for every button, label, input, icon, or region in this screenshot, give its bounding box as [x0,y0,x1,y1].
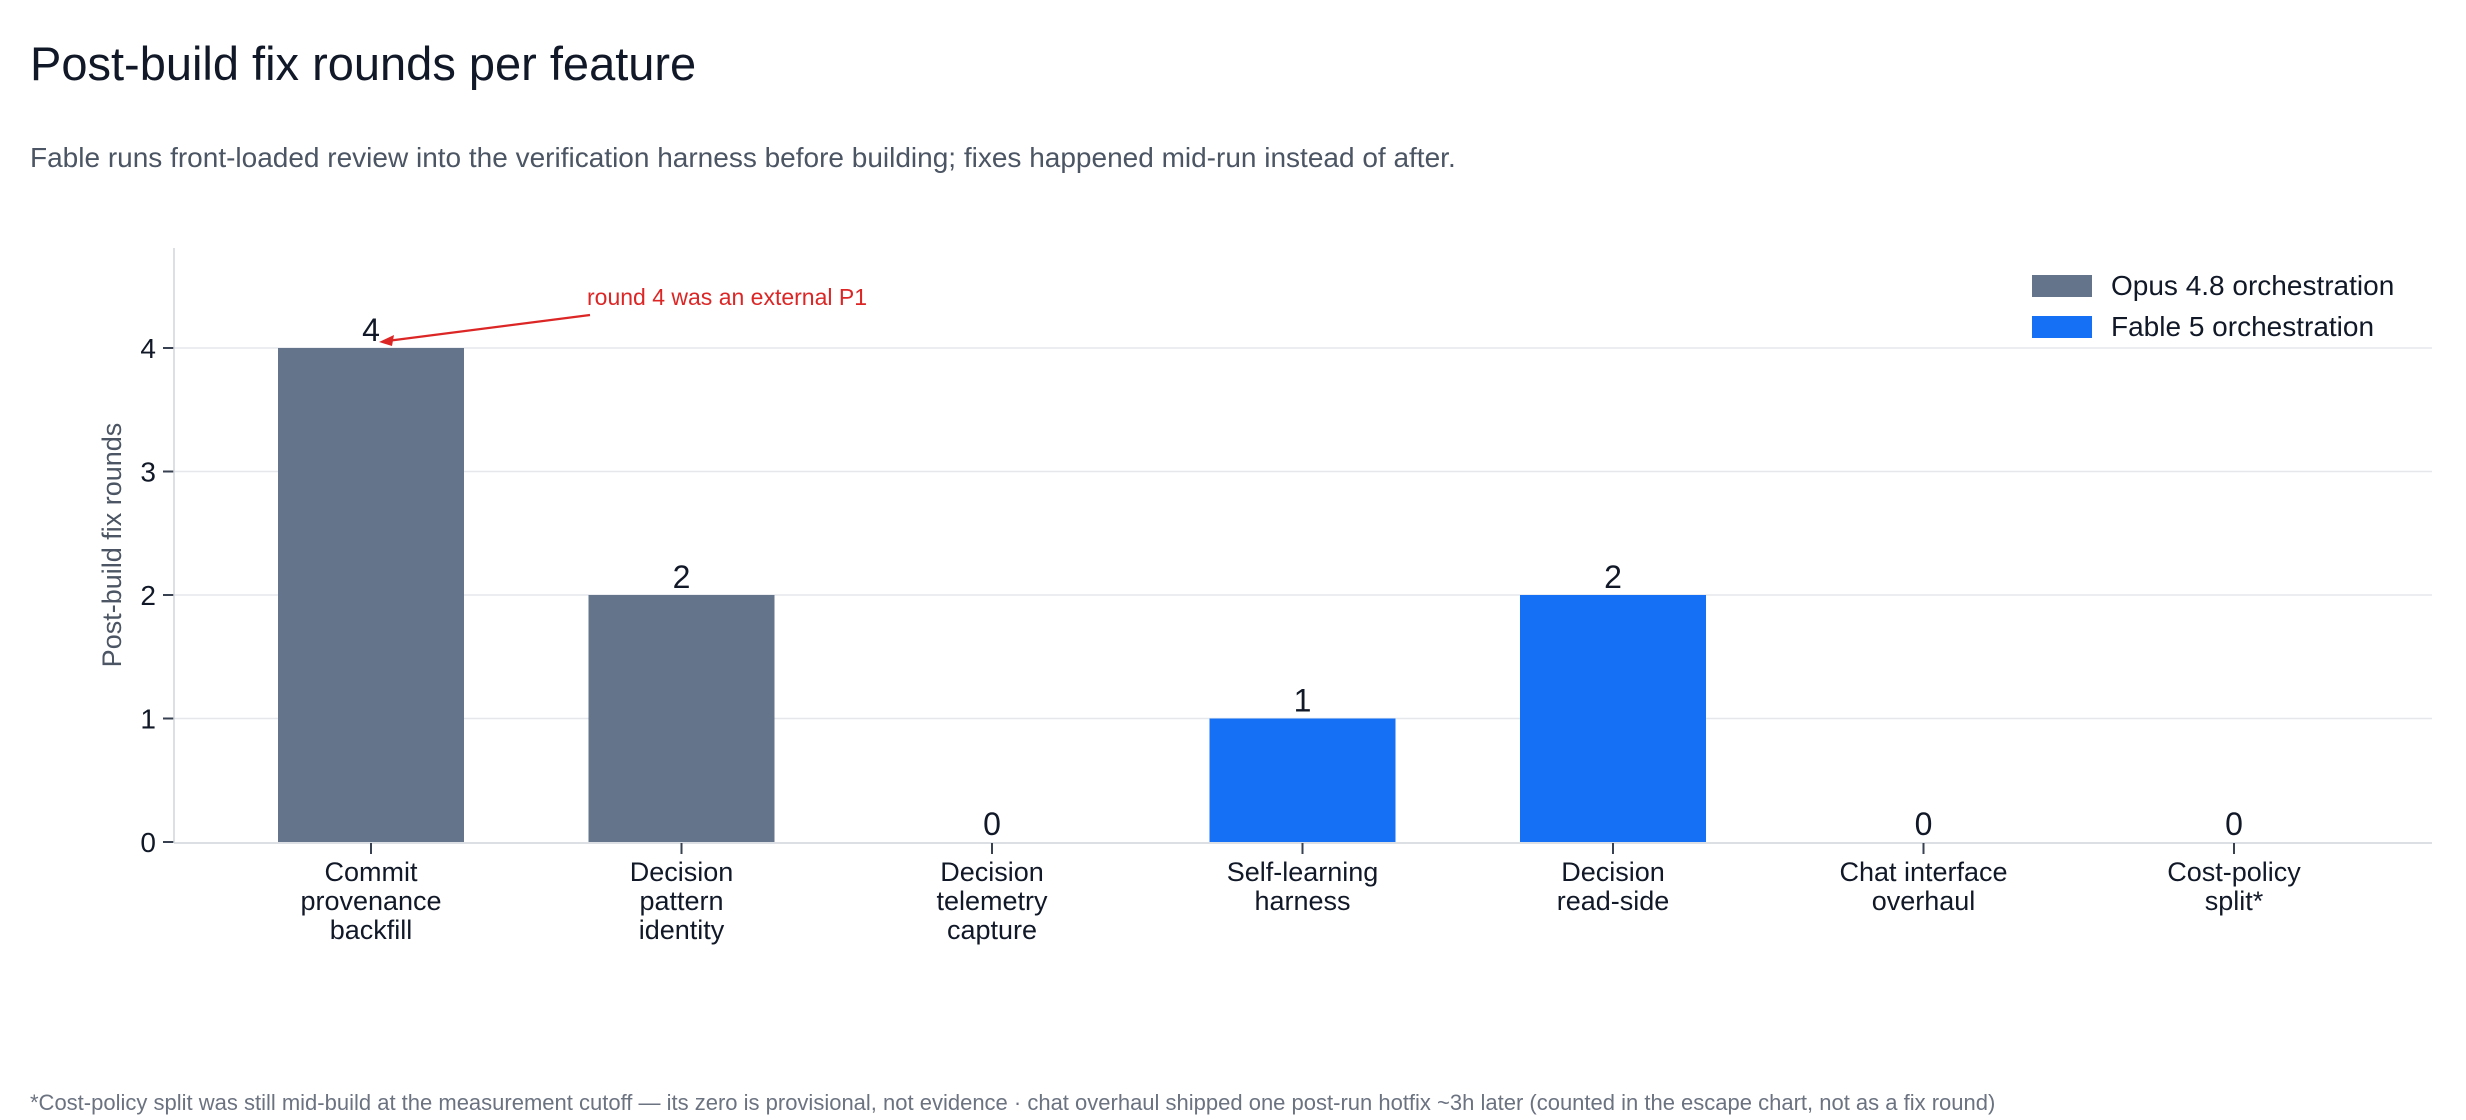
x-tick-label-line: Decision [940,857,1044,887]
x-tick-label-line: backfill [330,915,413,945]
x-tick-label-line: provenance [300,886,441,916]
x-tick-label: Decision pattern identity [630,857,734,945]
bar [1520,595,1706,842]
legend-label: Opus 4.8 orchestration [2111,270,2394,301]
x-tick-label-line: Self-learning [1227,857,1379,887]
x-tick-label-line: harness [1254,886,1350,916]
bar [588,595,775,842]
x-tick-label-line: Decision [630,857,734,887]
x-tick-label: Cost-policy split* [2167,857,2301,916]
legend-swatch [2032,316,2092,338]
legend-swatch [2032,275,2092,297]
x-tick-label-line: read-side [1557,886,1670,916]
x-tick-label-line: overhaul [1872,886,1976,916]
axes: 0 1 2 3 4 Post-build fix rounds Commit provenan… [97,248,2432,945]
x-tick-label-line: pattern [639,886,723,916]
y-tick-label: 3 [140,457,156,488]
bar [1209,718,1396,842]
chart-footnote: *Cost-policy split was still mid-build a… [30,1090,1996,1115]
bars [278,348,1706,842]
x-tick-label: Commit provenance backfill [300,857,441,945]
annotation-arrowhead [379,335,394,346]
chart-title: Post-build fix rounds per feature [30,37,697,90]
x-tick-label-line: Commit [325,857,418,887]
x-tick-label-line: capture [947,915,1037,945]
bar-value-label: 0 [983,806,1001,842]
y-axis-label: Post-build fix rounds [97,423,127,668]
x-tick-label: Self-learning harness [1227,857,1379,916]
chart-subtitle: Fable runs front-loaded review into the … [30,142,1456,173]
bar-value-label: 2 [1604,559,1622,595]
x-tick-label: Chat interface overhaul [1839,857,2007,916]
bar-value-label: 0 [2225,806,2243,842]
y-tick-label: 1 [140,704,156,735]
bar-value-label: 1 [1294,683,1312,719]
x-tick-label-line: Chat interface [1839,857,2007,887]
x-tick-label: Decision telemetry capture [936,857,1048,945]
bar [278,348,464,842]
x-tick-label-line: Decision [1561,857,1665,887]
y-tick-label: 0 [140,827,156,858]
bar-value-label: 4 [362,312,380,348]
bar-value-label: 2 [673,559,691,595]
legend: Opus 4.8 orchestration Fable 5 orchestrat… [2032,270,2394,342]
bar-value-label: 0 [1915,806,1933,842]
x-tick-label-line: telemetry [936,886,1048,916]
grid-lines [174,347,2432,720]
annotation-arrow-line [386,313,591,343]
x-tick-label: Decision read-side [1557,857,1670,916]
annotations: round 4 was an external P1 [379,284,867,346]
x-tick-label-line: Cost-policy [2167,857,2301,887]
x-tick-label-line: split* [2205,886,2264,916]
y-tick-label: 2 [140,580,156,611]
value-labels: 4 2 0 1 2 0 0 [362,312,2243,842]
legend-label: Fable 5 orchestration [2111,311,2374,342]
x-tick-label-line: identity [639,915,725,945]
y-tick-label: 4 [140,333,156,364]
annotation-text: round 4 was an external P1 [587,284,867,310]
